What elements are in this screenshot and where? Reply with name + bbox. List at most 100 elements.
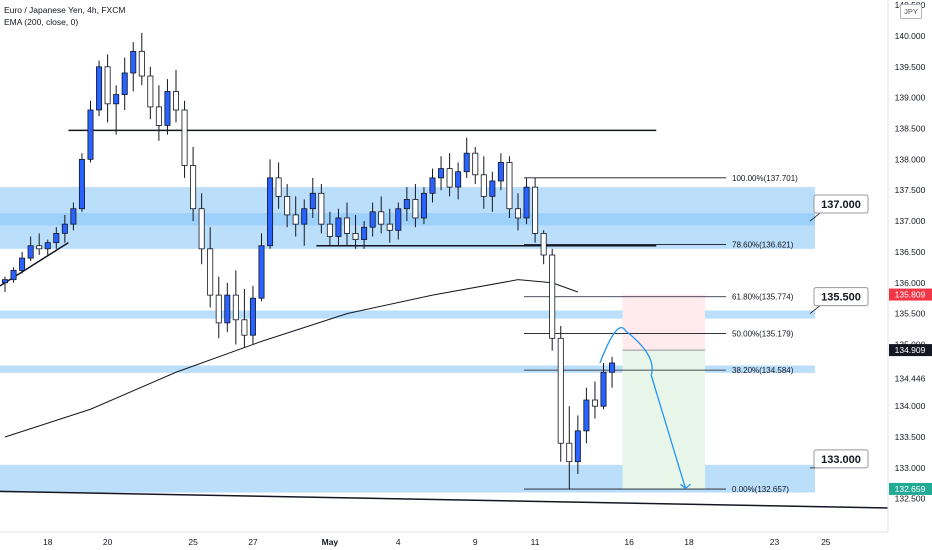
callout-box-2[interactable]	[813, 449, 869, 469]
candle-body	[301, 208, 308, 225]
candle-body	[318, 192, 325, 225]
candle	[309, 177, 316, 218]
candle	[549, 248, 556, 351]
callout-label-1: 135.500	[821, 292, 861, 304]
candle	[566, 406, 573, 490]
candle	[335, 208, 342, 246]
candle-body	[27, 245, 34, 259]
price-badge-1[interactable]	[889, 344, 932, 357]
price-tick-9: 136.000	[895, 278, 926, 288]
projection-curve[interactable]	[599, 327, 687, 489]
projection-path[interactable]	[599, 327, 691, 490]
candle-body	[600, 371, 607, 407]
candle	[215, 276, 222, 339]
callout-box-0[interactable]	[813, 194, 869, 214]
candle-body	[113, 94, 120, 105]
candle-body	[591, 399, 598, 407]
candle-body	[609, 362, 616, 373]
price-tick-14: 133.500	[895, 432, 926, 442]
zone-core-0	[0, 213, 815, 226]
candle-body	[326, 223, 333, 237]
price-tick-8: 136.500	[895, 247, 926, 257]
candle-body	[284, 195, 291, 216]
candle-body	[249, 297, 256, 336]
candle-body	[549, 254, 556, 339]
candle-body	[10, 270, 17, 281]
zone-1	[0, 310, 815, 319]
candle	[36, 233, 43, 255]
candle-body	[403, 199, 410, 210]
candle	[412, 184, 419, 228]
price-tick-3: 139.000	[895, 93, 926, 103]
candle-body	[164, 91, 171, 126]
candle	[10, 267, 17, 283]
short-position-tool[interactable]	[622, 294, 706, 489]
price-badge-2[interactable]	[889, 482, 932, 495]
candle	[540, 230, 547, 265]
ema-200-path	[4, 279, 579, 438]
chart-legend: Euro / Japanese Yen, 4h, FXCM EMA (200, …	[4, 4, 125, 28]
price-tick-13: 134.000	[895, 401, 926, 411]
candle	[472, 147, 479, 185]
candle-body	[36, 245, 43, 250]
candle-body	[19, 257, 26, 271]
candle	[44, 239, 51, 255]
candle	[207, 227, 214, 308]
price-callouts[interactable]: 137.000 135.500 133.000	[809, 194, 869, 469]
callout-box-1[interactable]	[813, 287, 869, 307]
candle-body	[378, 211, 385, 225]
trend-line-1[interactable]	[0, 490, 890, 509]
candle	[395, 202, 402, 240]
take-profit-area[interactable]	[622, 350, 706, 489]
candle-body	[583, 399, 590, 432]
fibonacci-retracement[interactable]: 100.00%(137.701) 78.60%(136.621) 61.80%(13…	[524, 174, 798, 494]
indicator-label[interactable]: EMA (200, close, 0)	[4, 17, 79, 27]
candle	[275, 162, 282, 209]
price-axis-background	[888, 0, 932, 550]
candle-body	[429, 177, 436, 194]
candle-body	[78, 158, 85, 210]
time-axis[interactable]: 18 20 25 27 May 4 9 11 16 18 23 25	[0, 531, 932, 550]
candle-body	[207, 248, 214, 296]
candle-body	[506, 162, 513, 210]
fib-label-1: 78.60%(136.621)	[732, 240, 794, 249]
candle-body	[412, 199, 419, 219]
candle-body	[275, 177, 282, 197]
candle	[343, 202, 350, 246]
candle	[463, 137, 470, 178]
candle-body	[104, 66, 111, 105]
fib-label-0: 100.00%(137.701)	[732, 174, 798, 183]
candle-body	[2, 279, 8, 284]
candle	[172, 69, 179, 123]
callout-label-0: 137.000	[821, 199, 861, 211]
candle	[198, 193, 205, 265]
candle	[386, 208, 393, 243]
stop-loss-area[interactable]	[622, 294, 706, 351]
candle-body	[215, 294, 222, 324]
candle-body	[574, 430, 581, 463]
candle-body	[130, 50, 137, 74]
candle-body	[181, 109, 188, 166]
candle-body	[557, 337, 564, 444]
price-tick-15: 133.000	[895, 463, 926, 473]
candle	[506, 156, 513, 218]
price-badge-0[interactable]	[889, 288, 932, 301]
zone-2	[0, 365, 815, 373]
trend-line-0[interactable]	[0, 242, 69, 287]
symbol-title[interactable]: Euro / Japanese Yen, 4h, FXCM	[4, 5, 126, 15]
candle-body	[395, 208, 402, 231]
candle	[87, 100, 94, 163]
currency-badge[interactable]: JPY	[900, 4, 922, 19]
time-tick-2: 25	[188, 537, 198, 547]
drawn-lines[interactable]	[0, 129, 890, 509]
price-tick-5: 138.000	[895, 154, 926, 164]
callout-label-2: 133.000	[821, 454, 861, 466]
candle-body	[369, 211, 376, 228]
candle	[27, 236, 34, 262]
price-tick-2: 139.500	[895, 62, 926, 72]
candle-body	[446, 168, 453, 188]
candle	[352, 214, 359, 249]
candle-body	[241, 319, 248, 336]
price-axis[interactable]: 140.500140.000139.500139.000138.500138.0…	[887, 0, 932, 550]
